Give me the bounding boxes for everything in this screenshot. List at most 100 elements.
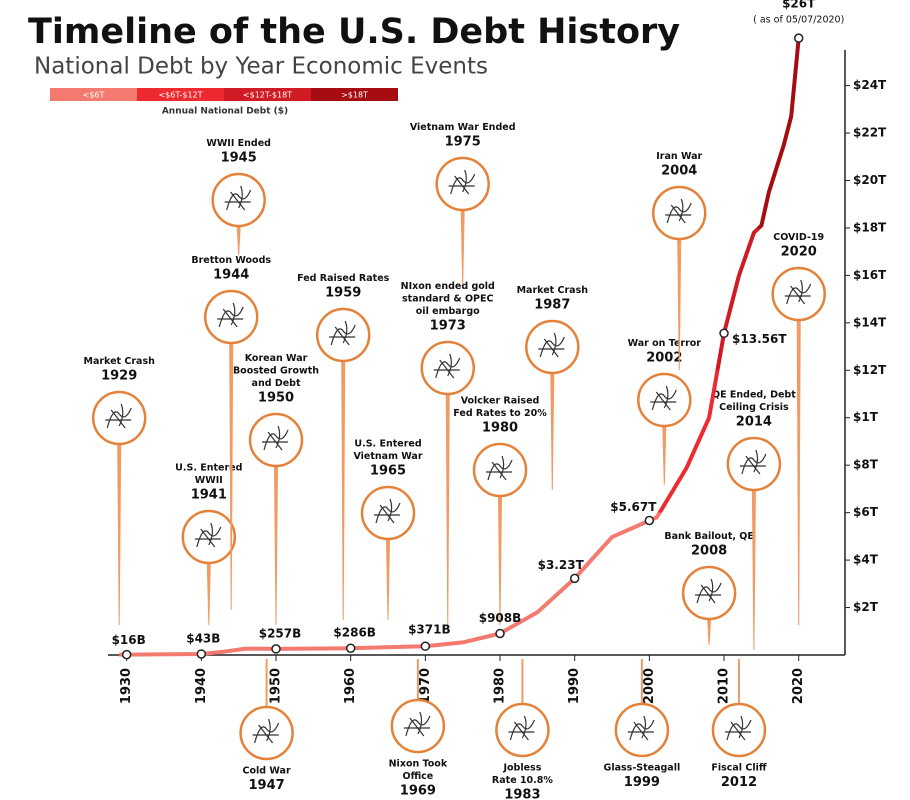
event-year: 1941 [191, 488, 227, 503]
x-tick-label: 1980 [493, 668, 508, 704]
event-icon [194, 522, 222, 548]
debt-point [495, 628, 505, 639]
event-title: standard & OPEC [402, 294, 493, 305]
legend-label: <$6T-$12T [158, 91, 202, 100]
event-icon [224, 185, 252, 211]
event-title: Fed Rates to 20% [453, 408, 547, 419]
event-year: 1959 [325, 286, 361, 301]
event-year: 1965 [370, 464, 406, 479]
event-year: 1973 [430, 319, 466, 334]
event-circle [637, 372, 692, 428]
event-title: Fiscal Cliff [711, 763, 766, 774]
chart-title: Timeline of the U.S. Debt History [28, 12, 680, 52]
event-title: WWII Ended [206, 138, 271, 149]
event-title: Fed Raised Rates [297, 273, 390, 284]
event-stalk [460, 209, 465, 286]
y-tick-label: $24T [853, 78, 887, 92]
event-icon [695, 578, 722, 604]
y-tick-label: $8T [853, 458, 879, 472]
event-stalk [229, 342, 234, 611]
event-circle [181, 509, 237, 565]
event-circle [726, 436, 782, 492]
event-title: Vietnam War Ended [410, 122, 516, 133]
debt-label: $286B [333, 626, 376, 640]
debt-label: $5.67T [610, 500, 657, 514]
event-year: 1980 [482, 421, 518, 436]
x-tick-label: 1990 [567, 668, 582, 704]
event-circle [360, 485, 416, 541]
event-year: 1929 [101, 369, 137, 384]
event-circle [203, 289, 259, 345]
debt-label: $3.23T [538, 558, 585, 572]
event-icon [724, 715, 752, 741]
debt-point [569, 573, 580, 584]
event-stalk [796, 319, 801, 626]
event-title: WWII [195, 475, 223, 486]
event-year: 2002 [646, 351, 682, 366]
event-year: 1945 [221, 151, 257, 166]
legend-swatch [224, 88, 311, 101]
legend-swatch [137, 88, 224, 101]
debt-point [644, 515, 655, 526]
event-circle [495, 702, 550, 758]
debt-label: $257B [259, 626, 302, 640]
event-circle [472, 442, 528, 498]
event-icon [665, 198, 692, 224]
debt-point [420, 641, 431, 651]
event-title: QE Ended, Debt [712, 390, 796, 401]
event-title: Market Crash [84, 356, 156, 367]
event-year: 2014 [736, 415, 772, 430]
event-year: 2020 [781, 245, 817, 260]
debt-label: $908B [479, 611, 522, 625]
event-icon [217, 302, 244, 328]
event-title: Office [403, 771, 434, 782]
debt-point [121, 649, 132, 660]
x-tick-label: 1970 [418, 668, 433, 704]
event-year: 1999 [624, 775, 660, 790]
event-title: and Debt [252, 378, 301, 389]
y-tick-label: $2T [853, 600, 879, 614]
x-tick-label: 2000 [642, 668, 657, 704]
event-title: Ceiling Crisis [719, 402, 789, 413]
event-icon [105, 403, 132, 429]
event-year: 2004 [661, 164, 697, 179]
event-icon [374, 498, 401, 524]
event-icon [433, 353, 461, 379]
event-title: Iran War [656, 151, 702, 162]
event-icon [252, 718, 280, 744]
y-tick-label: $14T [853, 315, 887, 329]
event-year: 1947 [249, 778, 285, 793]
event-title: War on Terror [628, 338, 702, 349]
event-stalk [498, 495, 503, 626]
debt-label: $16B [112, 633, 146, 647]
event-title: Volcker Raised [461, 396, 540, 407]
event-title: Nixon Took [389, 759, 448, 770]
event-title: Vietnam War [353, 451, 422, 462]
debt-label: $371B [408, 623, 451, 637]
y-tick-label: $12T [853, 363, 887, 377]
legend-label: <$6T [83, 91, 105, 100]
y-tick-label: $4T [853, 553, 879, 567]
y-tick-label: $1T [853, 410, 879, 424]
event-stalk [386, 538, 391, 621]
y-tick-label: $20T [853, 173, 887, 187]
debt-point [345, 643, 356, 653]
event-circle [681, 565, 737, 621]
event-title: NIxon ended gold [401, 281, 495, 292]
event-stalk [236, 225, 241, 256]
event-title: U.S. Entered [354, 439, 421, 450]
debt-label: $26T [782, 0, 816, 11]
x-tick-label: 1930 [119, 668, 134, 704]
legend-swatch [311, 88, 398, 101]
y-tick-label: $22T [853, 126, 887, 140]
chart-subtitle: National Debt by Year Economic Events [34, 54, 488, 80]
event-icon [739, 449, 767, 475]
debt-line [119, 37, 801, 657]
event-icon [448, 169, 476, 195]
event-title: Jobless [502, 763, 541, 774]
event-year: 2012 [721, 775, 757, 790]
legend-label: >$18T [341, 91, 368, 100]
event-circle [91, 390, 147, 446]
